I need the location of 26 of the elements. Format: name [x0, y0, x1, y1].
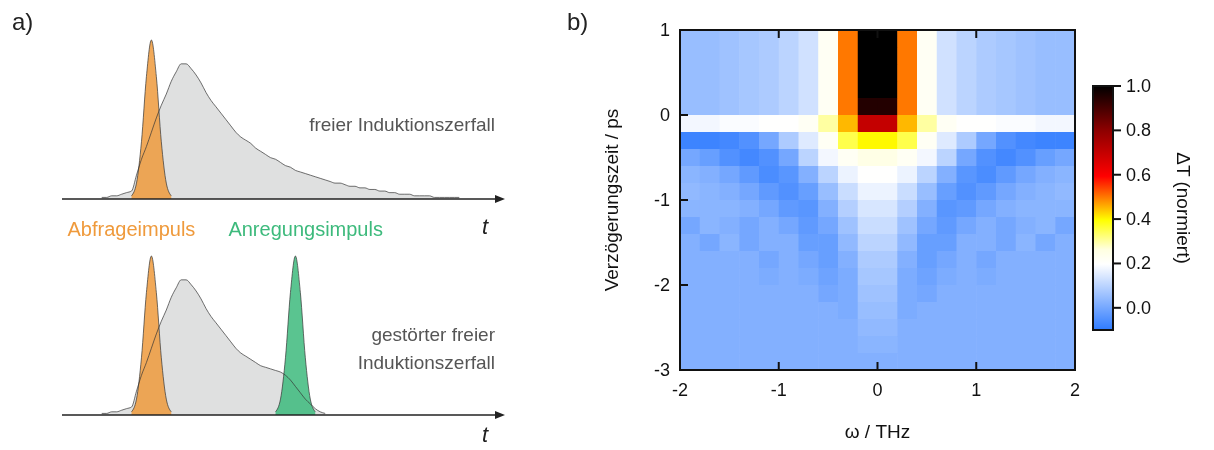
chart-title: b) — [567, 8, 589, 35]
color-bar-label: 0.8 — [1126, 120, 1152, 141]
y-tick-label: 1 — [659, 20, 670, 40]
annotation: freier Induktionszerfall — [309, 114, 495, 135]
y-tick-label: -1 — [653, 190, 670, 210]
annotation: gestörter freier Induktionszerfall — [357, 324, 496, 373]
chart-title: a) — [12, 8, 34, 35]
x-tick-label: 0 — [872, 380, 883, 400]
x-axis-title: ω / THz — [844, 421, 911, 442]
x-tick-label: 2 — [1069, 380, 1081, 400]
y-tick-label: 0 — [659, 105, 670, 125]
series-label: Anregungsimpuls — [228, 218, 383, 240]
color-bar-label: 0.0 — [1126, 297, 1152, 318]
x-axis-title: t — [481, 214, 489, 239]
color-bar-label: 0.4 — [1126, 209, 1152, 230]
y-tick-label: -3 — [653, 360, 670, 380]
color-bar-label: 0.2 — [1126, 253, 1152, 274]
color-bar-label: 1.0 — [1126, 76, 1152, 96]
x-axis-title: t — [481, 422, 489, 447]
series-label: Abfrageimpuls — [67, 218, 196, 240]
y-axis-title: Verzögerungszeit / ps — [601, 108, 622, 292]
x-tick-label: -1 — [770, 380, 787, 400]
color-bar-title: ΔT (normiert) — [1173, 152, 1194, 264]
color-bar-label: 0.6 — [1126, 164, 1152, 185]
y-tick-label: -2 — [653, 275, 670, 295]
x-tick-label: 1 — [971, 380, 982, 400]
